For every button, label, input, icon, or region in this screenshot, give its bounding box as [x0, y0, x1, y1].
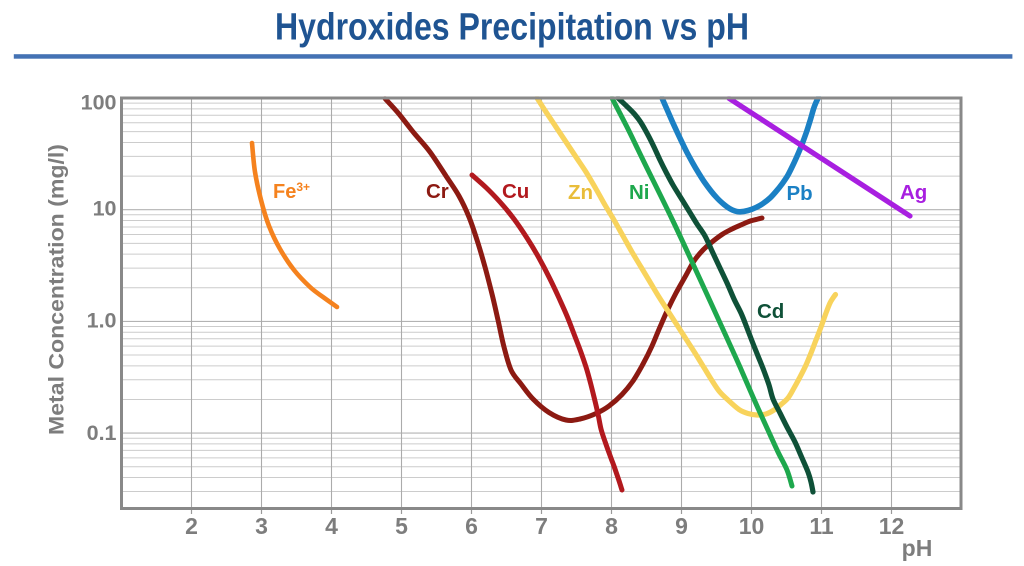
svg-text:5: 5: [395, 513, 408, 539]
svg-text:Ag: Ag: [900, 181, 927, 204]
svg-text:Zn: Zn: [568, 181, 593, 204]
svg-text:10: 10: [739, 513, 765, 539]
svg-text:Hydroxides Precipitation vs pH: Hydroxides Precipitation vs pH: [275, 7, 749, 49]
svg-text:3: 3: [255, 513, 268, 539]
svg-text:7: 7: [535, 513, 548, 539]
svg-text:Cd: Cd: [757, 300, 784, 323]
svg-text:pH: pH: [902, 535, 933, 561]
svg-text:100: 100: [81, 91, 117, 115]
svg-text:12: 12: [879, 513, 905, 539]
svg-text:6: 6: [465, 513, 478, 539]
svg-text:0.1: 0.1: [87, 421, 117, 445]
svg-text:Cu: Cu: [502, 180, 529, 203]
svg-text:10: 10: [93, 197, 117, 221]
svg-text:2: 2: [185, 513, 198, 539]
svg-text:Pb: Pb: [787, 182, 813, 205]
svg-text:8: 8: [605, 513, 618, 539]
svg-text:Cr: Cr: [426, 180, 449, 203]
svg-text:Ni: Ni: [629, 181, 650, 204]
svg-text:9: 9: [675, 513, 688, 539]
svg-text:4: 4: [325, 513, 338, 539]
svg-text:11: 11: [809, 513, 834, 539]
svg-text:Metal Concentration (mg/l): Metal Concentration (mg/l): [45, 144, 69, 435]
svg-text:1.0: 1.0: [87, 309, 117, 333]
